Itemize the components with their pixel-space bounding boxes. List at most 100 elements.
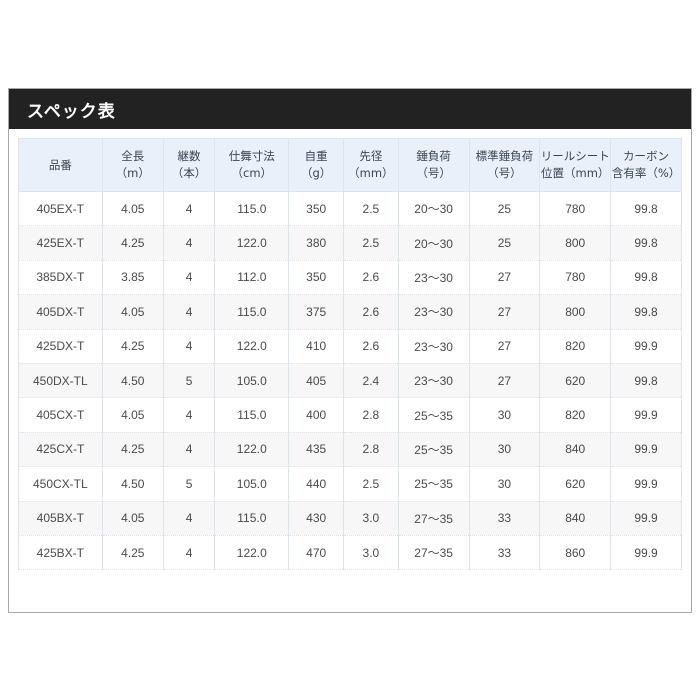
cell-sinker-load: 23～30: [397, 363, 470, 399]
table-row: 405DX-T 4.05 4 115.0 375 2.6 23～30 27 800 99.8: [18, 294, 682, 330]
cell-total-length: 4.05: [101, 397, 164, 433]
cell-model-number: 385DX-T: [18, 260, 103, 296]
cell-weight: 405: [288, 363, 345, 399]
cell-tip-diameter: 2.5: [343, 191, 399, 227]
column-header-line: （号）: [416, 166, 451, 180]
cell-reel-seat-position: 860: [539, 535, 612, 571]
cell-tip-diameter: 3.0: [343, 535, 399, 571]
spec-table-wrap: 品番 全長 （m） 継数 （本） 仕舞寸法 （cm） 自重 （g） 先径 （mm） 錘負荷 （号） 標準錘…: [9, 138, 691, 571]
cell-total-length: 4.05: [101, 501, 164, 536]
cell-reel-seat-position: 820: [539, 329, 612, 364]
cell-reel-seat-position: 820: [539, 397, 612, 433]
column-header-line: （mm）: [348, 166, 394, 180]
column-header-line: リールシート: [540, 149, 610, 164]
cell-sections: 4: [162, 432, 216, 468]
cell-sinker-load: 25～35: [397, 397, 470, 433]
panel-title-bar: スペック表: [9, 89, 691, 129]
column-header-line: 自重: [304, 149, 328, 164]
cell-sections: 4: [162, 329, 216, 364]
panel-footer-space: [9, 570, 691, 613]
cell-collapsed-length: 122.0: [214, 432, 290, 468]
cell-standard-sinker-load: 27: [468, 294, 541, 330]
panel-title-gap: [9, 129, 691, 138]
cell-sections: 4: [162, 260, 216, 296]
cell-standard-sinker-load: 25: [468, 191, 541, 227]
column-header-line: 全長: [121, 149, 145, 164]
table-row: 405CX-T 4.05 4 115.0 400 2.8 25～35 30 820 99.9: [18, 397, 682, 433]
spec-table-body: 405EX-T 4.05 4 115.0 350 2.5 20～30 25 780 99.8 425…: [18, 191, 682, 571]
column-header-line: （g）: [301, 166, 332, 180]
cell-carbon-content: 99.8: [610, 225, 682, 261]
spec-panel: スペック表 品番 全長 （m） 継数 （本） 仕舞寸法 （cm） 自重 （g） 先径 （mm） 錘負荷…: [8, 88, 692, 614]
table-row: 425BX-T 4.25 4 122.0 470 3.0 27～35 33 860 99.9: [18, 535, 682, 571]
cell-sinker-load: 20～30: [397, 191, 470, 227]
cell-tip-diameter: 2.5: [343, 466, 399, 502]
cell-tip-diameter: 2.8: [343, 432, 399, 468]
cell-tip-diameter: 2.6: [343, 294, 399, 330]
cell-model-number: 425CX-T: [18, 432, 103, 468]
cell-collapsed-length: 122.0: [214, 225, 290, 261]
cell-sections: 4: [162, 501, 216, 536]
cell-weight: 350: [288, 260, 345, 296]
cell-weight: 440: [288, 466, 345, 502]
cell-tip-diameter: 3.0: [343, 501, 399, 536]
column-header-sinker-load: 錘負荷 （号）: [397, 138, 470, 192]
cell-standard-sinker-load: 33: [468, 501, 541, 536]
cell-collapsed-length: 115.0: [214, 501, 290, 536]
cell-model-number: 425BX-T: [18, 535, 103, 571]
column-header-line: 品番: [48, 157, 72, 172]
spec-table: 品番 全長 （m） 継数 （本） 仕舞寸法 （cm） 自重 （g） 先径 （mm） 錘負荷 （号） 標準錘…: [18, 138, 682, 571]
cell-model-number: 405EX-T: [18, 191, 103, 227]
cell-standard-sinker-load: 30: [468, 397, 541, 433]
table-row: 425DX-T 4.25 4 122.0 410 2.6 23～30 27 820 99.9: [18, 329, 682, 364]
column-header-line: 位置（mm）: [541, 166, 610, 180]
cell-reel-seat-position: 800: [539, 294, 612, 330]
cell-sections: 4: [162, 294, 216, 330]
column-header-sections: 継数 （本）: [162, 138, 216, 192]
column-header-line: （cm）: [231, 166, 273, 180]
cell-reel-seat-position: 620: [539, 363, 612, 399]
table-header-row: 品番 全長 （m） 継数 （本） 仕舞寸法 （cm） 自重 （g） 先径 （mm） 錘負荷 （号） 標準錘…: [18, 138, 682, 192]
cell-reel-seat-position: 780: [539, 191, 612, 227]
cell-tip-diameter: 2.6: [343, 329, 399, 364]
cell-collapsed-length: 105.0: [214, 466, 290, 502]
cell-sinker-load: 23～30: [397, 260, 470, 296]
column-header-line: 先径: [359, 149, 383, 164]
cell-model-number: 425EX-T: [18, 225, 103, 261]
column-header-line: 含有率（%）: [611, 166, 681, 180]
cell-sections: 4: [162, 397, 216, 433]
cell-carbon-content: 99.9: [610, 397, 682, 433]
cell-carbon-content: 99.8: [610, 260, 682, 296]
column-header-line: 継数: [177, 149, 201, 164]
cell-collapsed-length: 112.0: [214, 260, 290, 296]
cell-model-number: 405BX-T: [18, 501, 103, 536]
cell-sections: 5: [162, 363, 216, 399]
table-row: 425EX-T 4.25 4 122.0 380 2.5 20～30 25 800 99.8: [18, 225, 682, 261]
cell-weight: 375: [288, 294, 345, 330]
cell-sinker-load: 27～35: [397, 501, 470, 536]
cell-sections: 4: [162, 535, 216, 571]
cell-standard-sinker-load: 27: [468, 329, 541, 364]
column-header-tip-diameter: 先径 （mm）: [343, 138, 399, 192]
cell-reel-seat-position: 780: [539, 260, 612, 296]
cell-model-number: 405CX-T: [18, 397, 103, 433]
cell-standard-sinker-load: 27: [468, 363, 541, 399]
cell-collapsed-length: 115.0: [214, 191, 290, 227]
table-row: 425CX-T 4.25 4 122.0 435 2.8 25～35 30 840 99.9: [18, 432, 682, 468]
cell-carbon-content: 99.8: [610, 363, 682, 399]
cell-total-length: 4.25: [101, 432, 164, 468]
cell-sections: 4: [162, 191, 216, 227]
cell-standard-sinker-load: 33: [468, 535, 541, 571]
cell-weight: 430: [288, 501, 345, 536]
table-row: 385DX-T 3.85 4 112.0 350 2.6 23～30 27 780 99.8: [18, 260, 682, 296]
cell-sinker-load: 23～30: [397, 294, 470, 330]
column-header-collapsed-length: 仕舞寸法 （cm）: [214, 138, 290, 192]
cell-sinker-load: 20～30: [397, 225, 470, 261]
column-header-weight: 自重 （g）: [288, 138, 345, 192]
column-header-line: 標準錘負荷: [475, 149, 534, 164]
cell-tip-diameter: 2.5: [343, 225, 399, 261]
column-header-total-length: 全長 （m）: [101, 138, 164, 192]
cell-collapsed-length: 105.0: [214, 363, 290, 399]
cell-weight: 435: [288, 432, 345, 468]
